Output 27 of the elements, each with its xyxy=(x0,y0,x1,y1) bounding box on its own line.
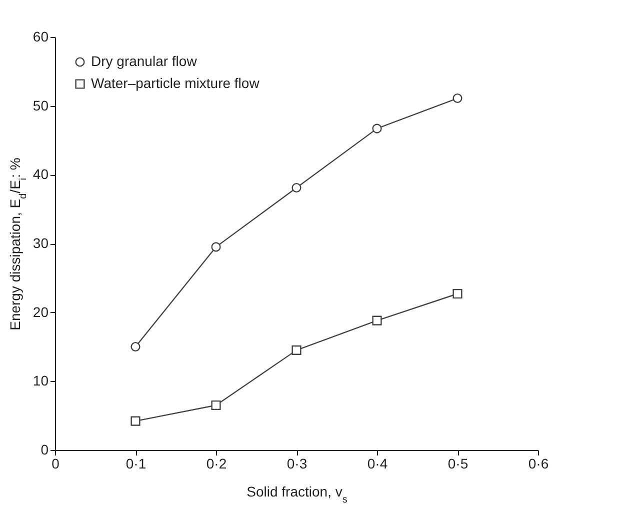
y-tick-label: 50 xyxy=(32,97,49,114)
point xyxy=(372,124,382,134)
point xyxy=(130,342,140,352)
y-tick-label: 10 xyxy=(32,372,49,389)
y-tick-label: 40 xyxy=(32,166,49,182)
x-tick-label: 0·5 xyxy=(448,456,468,472)
y-tick-label: 20 xyxy=(32,304,49,320)
x-tick-label: 0·2 xyxy=(206,456,227,472)
point xyxy=(372,316,382,326)
legend-label: Water–particle mixture flow xyxy=(91,75,260,91)
point xyxy=(211,242,221,252)
point xyxy=(452,93,462,104)
x-tick-label: 0·1 xyxy=(126,456,146,472)
point xyxy=(211,400,221,410)
y-tick-label: 30 xyxy=(32,235,49,251)
point xyxy=(452,288,462,299)
x-tick-label: 0 xyxy=(52,456,60,472)
legend-label: Dry granular flow xyxy=(91,53,198,69)
point xyxy=(292,182,302,193)
y-tick-label: 0 xyxy=(40,442,49,458)
x-tick-label: 0·6 xyxy=(528,456,549,472)
x-axis-title: Solid fraction, v$_{s}$ xyxy=(246,484,348,505)
point xyxy=(130,416,140,426)
x-tick-label: 0·3 xyxy=(286,456,308,472)
y-tick-label: 60 xyxy=(32,28,49,44)
point xyxy=(292,345,302,355)
x-tick-label: 0·4 xyxy=(367,456,388,472)
